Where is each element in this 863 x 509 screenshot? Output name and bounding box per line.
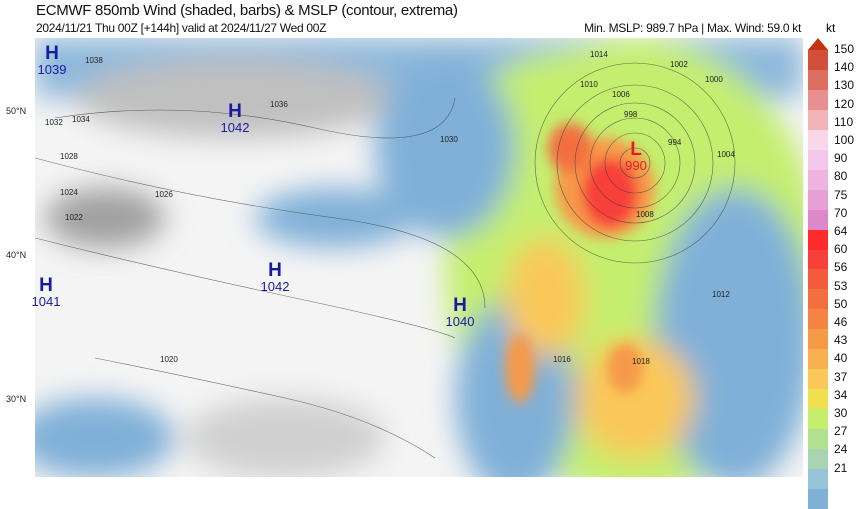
extrema-value: 1039 [37, 62, 67, 77]
isobar-label: 1030 [440, 135, 458, 144]
colorbar-label: 60 [834, 242, 848, 257]
colorbar-label: 110 [834, 114, 854, 129]
isobar-label: 1002 [670, 60, 688, 69]
colorbar-label: 130 [834, 78, 855, 93]
extrema-letter: H [268, 260, 282, 281]
colorbar-label: 53 [834, 278, 848, 293]
extrema-letter: H [39, 275, 53, 296]
colorbar-swatch [808, 69, 828, 91]
extrema-value: 1040 [445, 314, 475, 329]
colorbar-label: 24 [834, 442, 848, 457]
colorbar-swatch [808, 189, 828, 211]
isobar-label: 1032 [45, 118, 63, 127]
colorbar-label: 43 [834, 333, 848, 348]
colorbar-label: 120 [834, 96, 855, 111]
colorbar-label: 150 [834, 42, 855, 56]
colorbar-unit: kt [826, 21, 836, 35]
isobar-label: 1034 [72, 115, 90, 124]
extrema-letter: H [45, 43, 59, 64]
colorbar-label: 40 [834, 351, 848, 366]
colorbar-swatch [808, 229, 828, 250]
colorbar-swatch [808, 369, 828, 390]
colorbar-label: 100 [834, 133, 855, 147]
colorbar-swatch [808, 89, 828, 111]
low-pressure-marker: L 990 [616, 140, 656, 172]
colorbar-swatch [808, 309, 828, 330]
colorbar-label: 30 [834, 406, 848, 420]
colorbar-swatch [808, 269, 828, 290]
isobar-label: 1006 [612, 90, 630, 99]
colorbar-swatch [808, 50, 828, 71]
colorbar-label: 21 [834, 460, 848, 475]
extrema-letter: L [630, 139, 642, 160]
colorbar-label: 37 [834, 369, 848, 384]
latitude-label: 50°N [6, 106, 27, 116]
colorbar-swatch [808, 409, 828, 430]
extrema-value: 1042 [220, 120, 250, 135]
isobar-label: 994 [668, 138, 682, 147]
colorbar-swatch [808, 209, 828, 231]
colorbar-swatch [808, 429, 828, 450]
colorbar-swatch [808, 488, 828, 509]
isobar-label: 1020 [160, 355, 178, 364]
high-pressure-marker: H 1042 [255, 261, 295, 293]
colorbar-label: 90 [834, 151, 848, 166]
colorbar-swatch [808, 468, 828, 490]
isobar-label: 1036 [270, 100, 288, 109]
latitude-label: 30°N [6, 394, 27, 404]
isobar-label: 1016 [553, 355, 571, 364]
colorbar-label: 64 [834, 224, 848, 238]
isobar-label: 1014 [590, 50, 608, 59]
isobar-label: 1018 [632, 357, 650, 366]
isobar-label: 998 [624, 110, 638, 119]
high-pressure-marker: H 1039 [32, 44, 72, 76]
high-pressure-marker: H 1042 [215, 102, 255, 134]
colorbar-label: 27 [834, 424, 848, 439]
isobar-label: 1004 [717, 150, 735, 159]
latitude-label: 40°N [6, 250, 27, 260]
colorbar-swatch [808, 109, 828, 131]
isobar-label: 1012 [712, 290, 730, 299]
colorbar-label: 50 [834, 296, 848, 311]
colorbar-label: 140 [834, 60, 855, 75]
isobar-label: 1024 [60, 188, 78, 197]
extrema-letter: H [453, 295, 467, 316]
colorbar-label: 34 [834, 387, 848, 402]
colorbar-swatch [808, 149, 828, 171]
extrema-value: 1042 [260, 279, 290, 294]
colorbar-swatch [808, 389, 828, 410]
colorbar-swatch [808, 169, 828, 191]
colorbar-swatch [808, 349, 828, 370]
colorbar-label: 80 [834, 169, 848, 184]
extrema-letter: H [228, 101, 242, 122]
isobar-label: 1008 [636, 210, 654, 219]
colorbar-swatch [808, 329, 828, 350]
high-pressure-marker: H 1041 [26, 276, 66, 308]
colorbar-swatch [808, 249, 828, 270]
extrema-value: 990 [625, 158, 647, 173]
colorbar-swatch [808, 289, 828, 310]
colorbar [808, 38, 828, 509]
isobar-label: 1028 [60, 152, 78, 161]
colorbar-label: 46 [834, 315, 848, 329]
isobar-label: 1010 [580, 80, 598, 89]
map-title: ECMWF 850mb Wind (shaded, barbs) & MSLP … [36, 2, 458, 19]
weather-map [35, 38, 803, 477]
high-pressure-marker: H 1040 [440, 296, 480, 328]
stats-readout: Min. MSLP: 989.7 hPa | Max. Wind: 59.0 k… [584, 21, 801, 35]
extrema-value: 1041 [31, 294, 61, 309]
isobar-label: 1026 [155, 190, 173, 199]
colorbar-swatch [808, 449, 828, 470]
colorbar-label: 56 [834, 260, 848, 275]
isobar-label: 1022 [65, 213, 83, 222]
valid-time: 2024/11/21 Thu 00Z [+144h] valid at 2024… [36, 21, 327, 35]
isobar-label: 1000 [705, 75, 723, 84]
isobar-label: 1038 [85, 56, 103, 65]
colorbar-swatch [808, 129, 828, 151]
colorbar-label: 75 [834, 187, 848, 202]
colorbar-label: 70 [834, 205, 848, 220]
colorbar-swatch [808, 38, 828, 50]
